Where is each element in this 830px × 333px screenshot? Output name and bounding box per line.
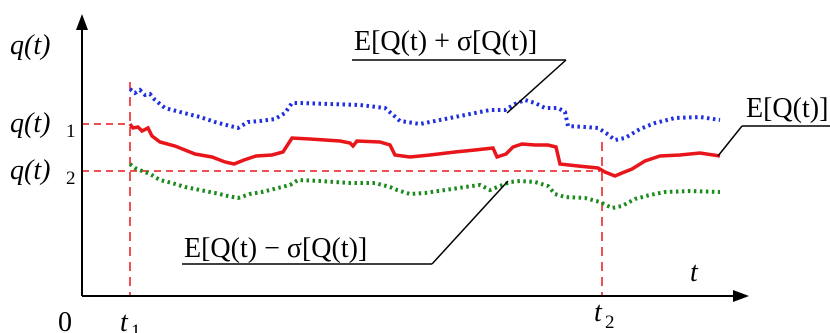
upper-curve xyxy=(128,87,721,143)
y-axis-arrow xyxy=(76,14,88,30)
q2-label-subscript: 2 xyxy=(66,168,76,189)
t2-label-subscript: 2 xyxy=(605,312,615,333)
origin-label: 0 xyxy=(58,307,72,333)
mean-label-leader xyxy=(717,125,743,157)
mean-curve-label: E[Q(t)] xyxy=(746,93,828,124)
t2-label: t xyxy=(594,297,603,328)
lower-label-leader xyxy=(431,180,509,265)
upper-curve-label: E[Q(t) + σ[Q(t)] xyxy=(354,26,537,57)
upper-label-leader xyxy=(506,59,567,114)
lower-curve-label: E[Q(t) − σ[Q(t)] xyxy=(184,233,367,264)
t1-label: t xyxy=(120,307,129,333)
mean-curve xyxy=(128,122,721,178)
x-axis-label: t xyxy=(690,257,699,288)
x-axis-arrow xyxy=(733,290,749,302)
y-axis-label: q(t) xyxy=(10,30,50,61)
q2-label: q(t) xyxy=(10,155,50,186)
t1-label-subscript: 1 xyxy=(131,321,141,333)
q1-label-subscript: 1 xyxy=(66,121,76,142)
q1-label: q(t) xyxy=(10,108,50,139)
